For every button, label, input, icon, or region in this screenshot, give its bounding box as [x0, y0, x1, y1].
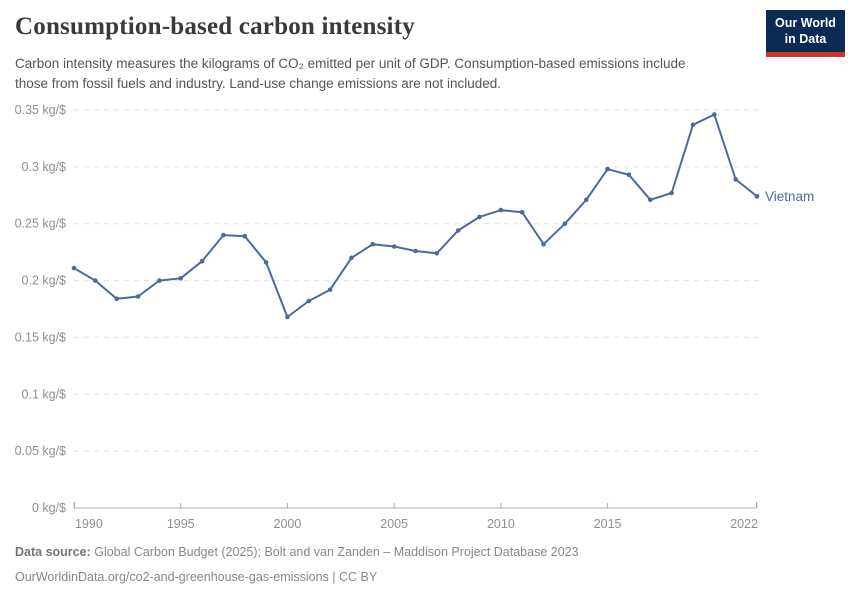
y-tick-label: 0.25 kg/$	[15, 217, 66, 231]
y-tick-label: 0.05 kg/$	[15, 444, 66, 458]
data-point	[93, 278, 98, 283]
gridlines: 0 kg/$ 0.05 kg/$ 0.1 kg/$ 0.15 kg/$ 0.2 kg/$…	[15, 103, 762, 515]
y-tick-label: 0 kg/$	[32, 501, 66, 515]
data-point	[71, 265, 77, 271]
data-point	[242, 233, 248, 239]
entity-label: Vietnam	[765, 189, 814, 204]
data-point	[413, 248, 418, 254]
data-point	[541, 241, 546, 247]
data-source-line: Data source: Global Carbon Budget (2025)…	[15, 543, 579, 561]
data-point	[349, 255, 354, 261]
data-point	[669, 190, 674, 196]
data-source-text: Global Carbon Budget (2025); Bolt and va…	[94, 545, 579, 559]
data-point	[690, 122, 696, 128]
y-tick-label: 0.1 kg/$	[22, 387, 67, 401]
data-point	[498, 207, 504, 213]
data-point	[114, 296, 119, 302]
data-point	[285, 314, 290, 320]
data-point	[626, 172, 632, 178]
data-point	[391, 244, 397, 249]
data-point	[562, 221, 568, 226]
x-tick-label: 1995	[167, 517, 195, 531]
x-tick-label: 2005	[380, 517, 408, 531]
x-tick-label: 2010	[487, 517, 515, 531]
data-point	[455, 228, 461, 233]
x-tick-label: 2022	[730, 517, 758, 531]
y-tick-label: 0.35 kg/$	[15, 103, 66, 117]
data-point	[733, 177, 738, 182]
data-point	[477, 214, 482, 220]
data-point	[519, 210, 525, 215]
chart-subtitle: Carbon intensity measures the kilograms …	[15, 56, 686, 92]
data-point	[221, 232, 226, 238]
owid-logo[interactable]: Our World in Data	[766, 10, 845, 58]
data-source-label: Data source:	[15, 545, 91, 559]
data-point	[605, 166, 610, 172]
data-point	[754, 194, 760, 199]
series-vietnam[interactable]: Vietnam	[71, 112, 815, 320]
citation-line: OurWorldinData.org/co2-and-greenhouse-ga…	[15, 570, 378, 585]
series-line	[73, 113, 758, 318]
data-point	[584, 197, 589, 203]
data-point	[306, 298, 312, 304]
owid-logo-line2: in Data	[784, 31, 827, 46]
data-point	[157, 278, 162, 283]
data-point	[370, 241, 376, 247]
chart-footer: Data source: Global Carbon Budget (2025)…	[15, 543, 579, 586]
owid-logo-line1: Our World	[775, 16, 836, 30]
x-tick-label: 2015	[594, 517, 622, 531]
x-tick-label: 2000	[274, 517, 302, 531]
data-point	[263, 260, 269, 265]
data-point	[434, 251, 440, 256]
page-title: Consumption-based carbon intensity	[15, 13, 415, 40]
data-point	[199, 258, 205, 264]
data-point	[135, 294, 141, 299]
y-tick-label: 0.3 kg/$	[22, 160, 67, 174]
data-point	[327, 287, 333, 293]
x-tick-label: 1990	[75, 517, 103, 531]
x-axis: 1990 1995 2000 2005 2010 2015 2022	[73, 503, 758, 531]
y-tick-label: 0.15 kg/$	[15, 330, 66, 344]
data-point	[648, 197, 653, 203]
y-tick-label: 0.2 kg/$	[22, 274, 67, 288]
data-point	[178, 276, 183, 281]
data-point	[712, 112, 717, 117]
